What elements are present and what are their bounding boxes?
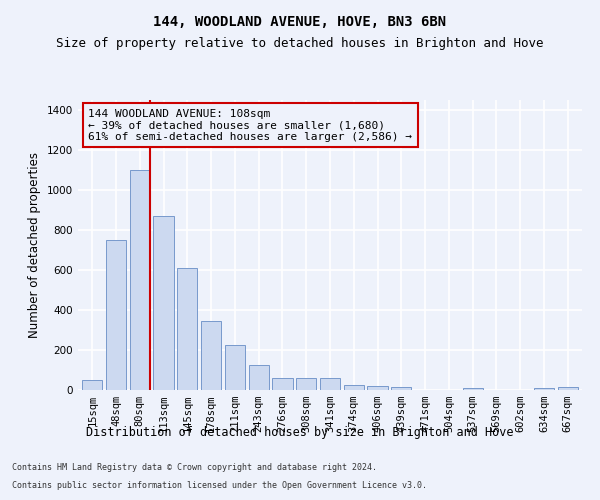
Bar [320,378,340,390]
Bar [177,268,197,390]
Bar [82,380,103,390]
Bar [367,386,388,390]
Bar [201,321,221,390]
Bar [463,388,483,390]
Text: 144, WOODLAND AVENUE, HOVE, BN3 6BN: 144, WOODLAND AVENUE, HOVE, BN3 6BN [154,15,446,29]
Bar [344,385,364,390]
Bar [534,388,554,390]
Bar [272,378,293,390]
Bar [557,387,578,390]
Text: Contains public sector information licensed under the Open Government Licence v3: Contains public sector information licen… [12,481,427,490]
Bar [154,216,173,390]
Text: Contains HM Land Registry data © Crown copyright and database right 2024.: Contains HM Land Registry data © Crown c… [12,464,377,472]
Bar [106,240,126,390]
Bar [130,170,150,390]
Bar [248,365,269,390]
Bar [296,378,316,390]
Bar [225,345,245,390]
Text: Size of property relative to detached houses in Brighton and Hove: Size of property relative to detached ho… [56,38,544,51]
Text: Distribution of detached houses by size in Brighton and Hove: Distribution of detached houses by size … [86,426,514,439]
Text: 144 WOODLAND AVENUE: 108sqm
← 39% of detached houses are smaller (1,680)
61% of : 144 WOODLAND AVENUE: 108sqm ← 39% of det… [88,108,412,142]
Y-axis label: Number of detached properties: Number of detached properties [28,152,41,338]
Bar [391,387,412,390]
